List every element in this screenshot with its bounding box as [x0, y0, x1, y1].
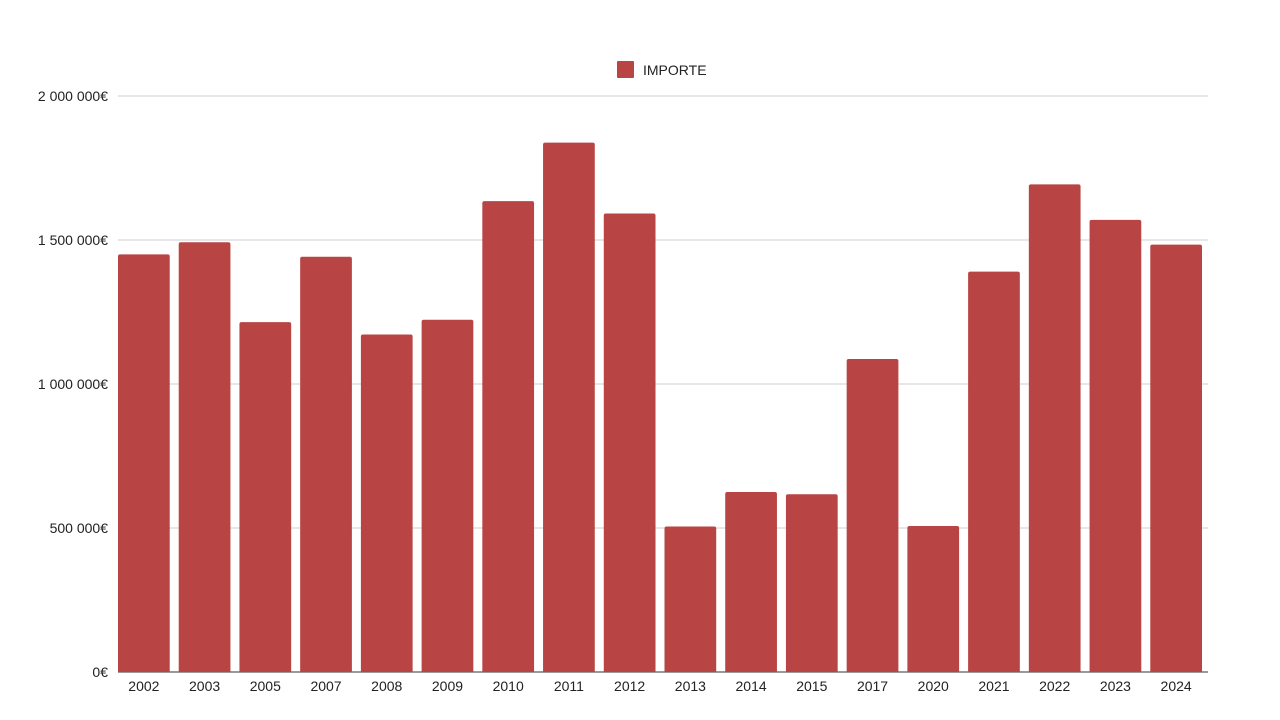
- bar: [1150, 244, 1202, 672]
- bar: [300, 256, 352, 672]
- y-tick-label: 2 000 000€: [38, 88, 108, 104]
- x-tick-label: 2005: [250, 678, 281, 694]
- bar: [118, 254, 170, 672]
- x-tick-label: 2021: [978, 678, 1009, 694]
- bar: [603, 213, 656, 672]
- x-tick-label: 2015: [796, 678, 827, 694]
- x-tick-label: 2013: [675, 678, 706, 694]
- y-axis-tick-labels: 0€ 500 000€ 1 000 000€ 1 500 000€ 2 000 000€: [38, 88, 108, 680]
- x-tick-label: 2008: [371, 678, 402, 694]
- x-tick-label: 2017: [857, 678, 888, 694]
- x-tick-label: 2014: [736, 678, 767, 694]
- x-tick-label: 2022: [1039, 678, 1070, 694]
- x-tick-label: 2007: [310, 678, 341, 694]
- x-tick-label: 2003: [189, 678, 220, 694]
- bar: [482, 201, 535, 672]
- x-tick-label: 2009: [432, 678, 463, 694]
- bar: [907, 525, 960, 672]
- bars: [118, 142, 1202, 672]
- bar: [178, 242, 231, 672]
- bar: [239, 322, 292, 672]
- x-tick-label: 2010: [493, 678, 524, 694]
- bar: [543, 142, 595, 672]
- legend-label: IMPORTE: [643, 62, 707, 78]
- bar: [785, 494, 838, 672]
- legend-swatch: [617, 61, 634, 78]
- x-tick-label: 2011: [554, 678, 584, 694]
- legend: IMPORTE: [617, 61, 707, 78]
- y-tick-label: 1 500 000€: [38, 232, 108, 248]
- x-axis-tick-labels: 2002 2003 2005 2007 2008 2009 2010 2011 2012 2013…: [128, 678, 1192, 694]
- bar: [725, 492, 777, 672]
- bar: [968, 271, 1020, 672]
- bar: [664, 526, 717, 672]
- bar: [421, 319, 474, 672]
- x-tick-label: 2012: [614, 678, 645, 694]
- bar: [846, 358, 899, 672]
- x-tick-label: 2020: [918, 678, 949, 694]
- x-tick-label: 2023: [1100, 678, 1131, 694]
- y-tick-label: 500 000€: [50, 520, 109, 536]
- y-tick-label: 0€: [92, 664, 108, 680]
- x-tick-label: 2002: [128, 678, 159, 694]
- y-tick-label: 1 000 000€: [38, 376, 108, 392]
- bar: [360, 334, 413, 672]
- gridlines: [118, 95, 1208, 673]
- bar: [1089, 219, 1142, 672]
- x-tick-label: 2024: [1161, 678, 1192, 694]
- bar: [1028, 184, 1081, 672]
